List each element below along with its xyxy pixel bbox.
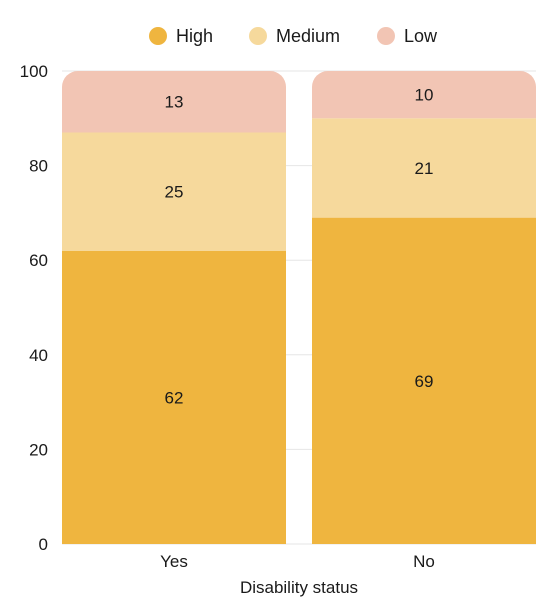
bar-segment-yes-medium (62, 132, 286, 251)
bar-segment-no-low (312, 71, 536, 119)
legend-label-high: High (176, 26, 213, 46)
legend-label-low: Low (404, 26, 438, 46)
legend-swatch-low (377, 27, 395, 45)
x-axis: Yes No (160, 552, 435, 571)
bar-group-no (312, 71, 536, 544)
x-tick-label-yes: Yes (160, 552, 188, 571)
y-tick-label: 40 (29, 346, 48, 365)
legend-swatch-high (149, 27, 167, 45)
legend-label-medium: Medium (276, 26, 340, 46)
y-tick-label: 100 (20, 62, 48, 81)
legend-swatch-medium (249, 27, 267, 45)
data-label-no-low: 10 (415, 86, 434, 105)
data-label-no-high: 69 (415, 372, 434, 391)
data-label-yes-medium: 25 (165, 183, 184, 202)
bars: 62 25 13 69 21 10 (62, 71, 536, 545)
x-tick-label-no: No (413, 552, 435, 571)
y-tick-label: 0 (39, 535, 48, 554)
y-tick-label: 60 (29, 251, 48, 270)
bar-segment-yes-high (62, 250, 286, 545)
y-tick-label: 20 (29, 440, 48, 459)
y-axis: 0 20 40 60 80 100 (20, 62, 48, 554)
bar-group-yes (62, 71, 286, 545)
data-label-yes-high: 62 (165, 388, 184, 407)
x-axis-title: Disability status (240, 578, 358, 597)
bar-segment-yes-low (62, 71, 286, 133)
data-label-no-medium: 21 (415, 159, 434, 178)
bar-segment-no-medium (312, 118, 536, 218)
legend: High Medium Low (149, 26, 438, 46)
y-tick-label: 80 (29, 157, 48, 176)
data-label-yes-low: 13 (165, 93, 184, 112)
bar-segment-no-high (312, 217, 536, 544)
